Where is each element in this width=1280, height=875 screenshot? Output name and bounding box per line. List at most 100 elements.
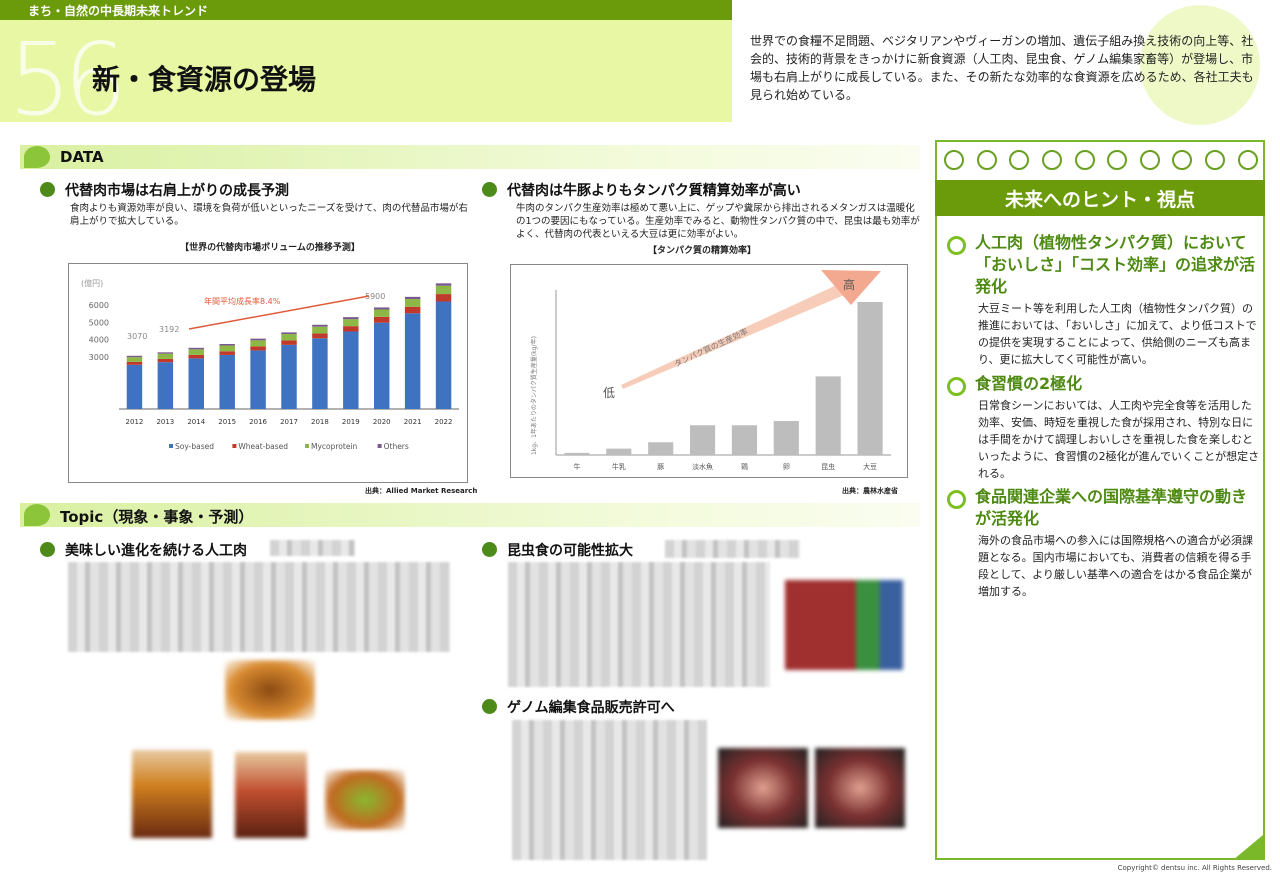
- hint-title: 人工肉（植物性タンパク質）において「おいしさ」「コスト効率」の追求が活発化: [945, 232, 1260, 298]
- page-corner: [1233, 835, 1263, 860]
- topic-title: 美味しい進化を続ける人工肉: [65, 543, 247, 559]
- intro-text: 世界での食糧不足問題、ベジタリアンやヴィーガンの増加、遺伝子組み換え技術の向上等…: [750, 34, 1254, 102]
- x-tick-label: 豚: [657, 463, 664, 471]
- body: 牛肉のタンパク生産効率は極めて悪い上に、ゲップや糞尿から排出されるメタンガスは温…: [516, 203, 920, 240]
- bar-soy-based: [374, 322, 390, 409]
- bar-soy-based: [312, 338, 328, 409]
- bar-others: [374, 307, 390, 310]
- leaf-icon: [24, 146, 50, 168]
- bar-wheat-based: [219, 351, 235, 355]
- bar-soy-based: [343, 331, 359, 409]
- heading: 代替肉は牛豚よりもタンパク質精算効率が高い: [507, 183, 801, 199]
- topic-heading: ゲノム編集食品販売許可へ: [482, 697, 675, 717]
- fish-photo: [718, 748, 808, 828]
- bar: [857, 302, 883, 455]
- heading: 代替肉市場は右肩上がりの成長予測: [65, 183, 289, 199]
- legend-label: Soy-based: [175, 442, 214, 451]
- topic-title: 昆虫食の可能性拡大: [507, 543, 633, 559]
- bar-others: [435, 283, 452, 286]
- data-section-bar: DATA: [20, 145, 920, 169]
- food-photo: [235, 752, 307, 838]
- bar: [606, 448, 632, 455]
- bar-wheat-based: [188, 354, 204, 359]
- body: 食肉よりも資源効率が良い、環境を負荷が低いといったニーズを受けて、肉の代替品市場…: [70, 203, 468, 227]
- bar-mycoprotein: [435, 285, 452, 295]
- x-tick-label: 昆虫: [821, 462, 835, 471]
- source: 出典：Allied Market Research: [365, 487, 478, 495]
- hint-item: 人工肉（植物性タンパク質）において「おいしさ」「コスト効率」の追求が活発化 大豆ミ…: [945, 232, 1260, 368]
- y-tick-label: 4000: [89, 336, 109, 345]
- x-tick-label: 大豆: [863, 462, 877, 471]
- hint-title: 食品関連企業への国際基準遵守の動きが活発化: [945, 486, 1260, 530]
- food-photo: [132, 750, 212, 838]
- bar-soy-based: [157, 362, 174, 409]
- hints-panel: [935, 140, 1265, 860]
- bar-others: [250, 338, 266, 341]
- page-number: 56: [8, 21, 127, 138]
- bar-wheat-based: [404, 306, 421, 314]
- x-tick-label: 牛: [573, 462, 580, 471]
- bar-wheat-based: [126, 361, 143, 365]
- x-tick-label: 淡水魚: [692, 462, 713, 471]
- x-tick-label: 2021: [404, 418, 422, 426]
- fish-photo: [815, 748, 905, 828]
- copyright: Copyright© dentsu inc. All Rights Reserv…: [1117, 864, 1272, 872]
- bar-mycoprotein: [374, 309, 390, 317]
- hint-title: 食習慣の2極化: [945, 373, 1260, 396]
- high-label: 高: [843, 277, 855, 292]
- product-photo: [785, 580, 903, 670]
- bullet-icon: [482, 542, 497, 557]
- topic-section-bar: Topic（現象・事象・予測）: [20, 503, 920, 527]
- bar-wheat-based: [343, 326, 359, 332]
- x-tick-label: 卵: [783, 462, 790, 471]
- y-axis-unit: (億円): [81, 278, 103, 288]
- cagr-arrow: [188, 295, 370, 330]
- data-label: 5900: [365, 292, 385, 301]
- notebook-rings: [938, 140, 1264, 172]
- data-label: 3070: [127, 332, 147, 341]
- x-tick-label: 鶏: [741, 462, 748, 471]
- legend-swatch: [377, 444, 382, 448]
- bar-soy-based: [281, 344, 297, 409]
- bar-wheat-based: [157, 358, 174, 363]
- leaf-icon: [24, 504, 50, 526]
- blurred-text: [512, 720, 707, 860]
- data-label: 3192: [159, 325, 179, 334]
- x-tick-label: 2013: [156, 418, 174, 426]
- y-tick-label: 6000: [89, 301, 109, 310]
- bar-wheat-based: [250, 346, 266, 351]
- hints-title: 未来へのヒント・視点: [935, 180, 1265, 216]
- y-tick-label: 5000: [89, 318, 109, 327]
- topic-label: Topic（現象・事象・予測）: [60, 508, 254, 526]
- cagr-label: 年間平均成長率8.4%: [204, 296, 281, 306]
- source: 出典：農林水産省: [842, 487, 898, 495]
- x-tick-label: 2017: [280, 418, 298, 426]
- bullet-icon: [40, 182, 55, 197]
- data-left: 代替肉市場は右肩上がりの成長予測 食肉よりも資源効率が良い、環境を負荷が低いとい…: [40, 180, 470, 253]
- x-tick-label: 牛乳: [612, 462, 626, 471]
- bar-mycoprotein: [157, 353, 174, 359]
- bar-others: [312, 324, 328, 327]
- bar-mycoprotein: [343, 319, 359, 327]
- bar-soy-based: [404, 313, 421, 409]
- hint-body: 大豆ミート等を利用した人工肉（植物性タンパク質）の推進においては、「おいしさ」に…: [978, 302, 1257, 366]
- bar-wheat-based: [281, 340, 297, 345]
- topic-title: ゲノム編集食品販売許可へ: [507, 700, 675, 716]
- x-tick-label: 2012: [126, 418, 144, 426]
- bar-others: [404, 296, 421, 300]
- bar: [690, 425, 716, 455]
- food-photo: [325, 770, 405, 830]
- x-tick-label: 2016: [249, 418, 267, 426]
- chart-title: 【タンパク質の精算効率】: [647, 246, 756, 256]
- bar: [731, 425, 757, 455]
- y-axis-label: 1kg、1年あたりのタンパク質生産量(kg/年): [530, 336, 538, 455]
- x-tick-label: 2019: [342, 418, 360, 426]
- bar-mycoprotein: [250, 340, 266, 347]
- bar-wheat-based: [435, 294, 452, 302]
- bar-mycoprotein: [312, 326, 328, 334]
- bar: [773, 421, 799, 455]
- food-photo: [225, 660, 315, 720]
- bullet-icon: [482, 182, 497, 197]
- blurred-text: [68, 562, 450, 652]
- legend-swatch: [305, 444, 309, 448]
